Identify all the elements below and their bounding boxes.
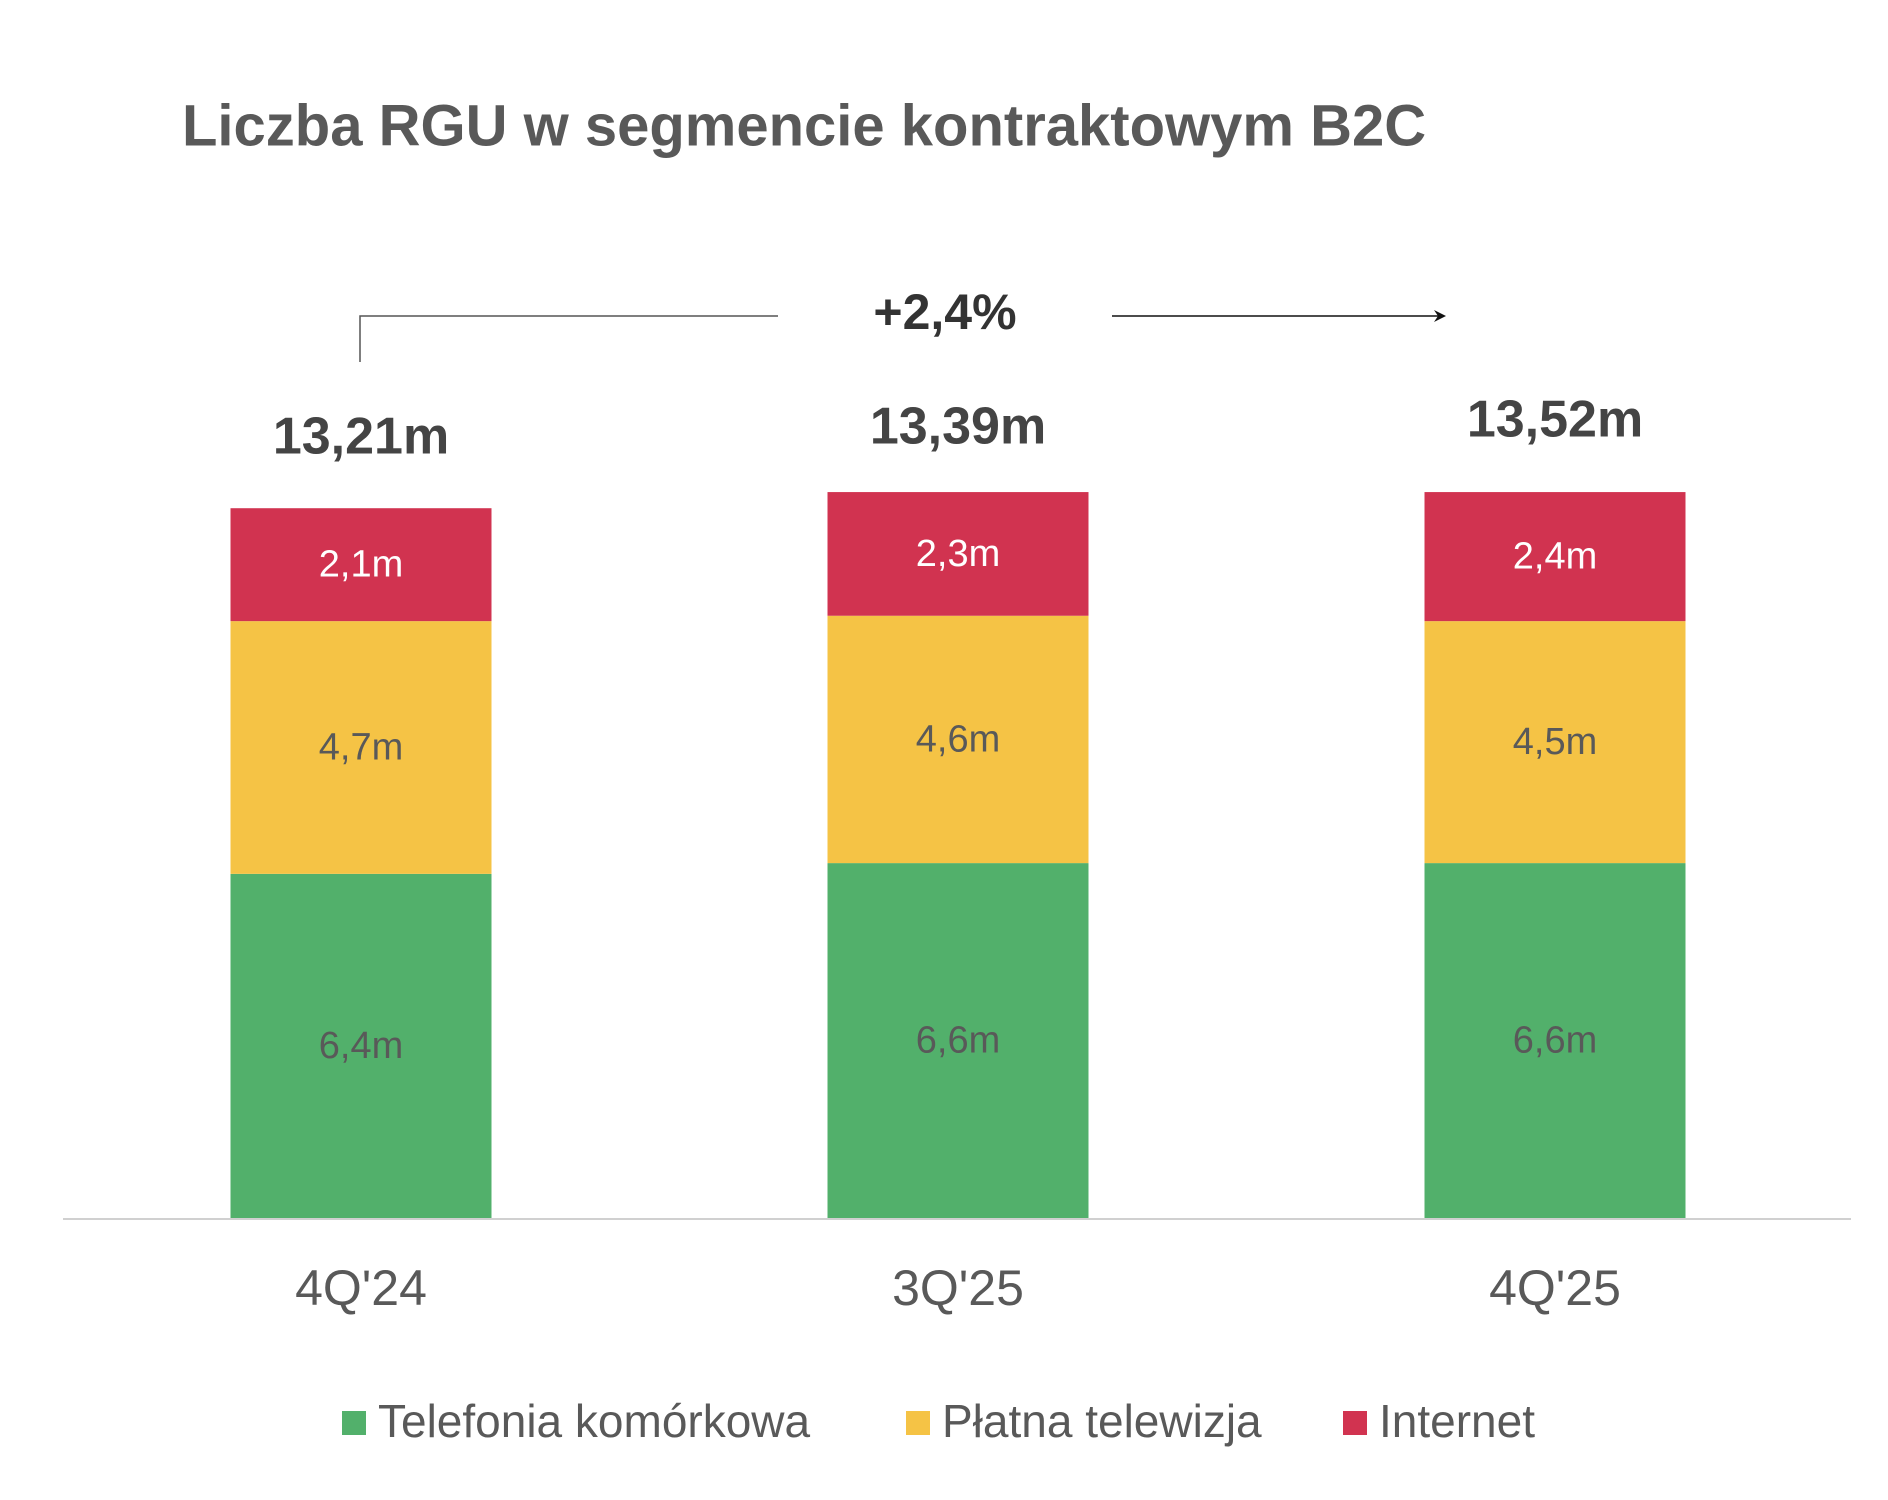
bar-segment	[1424, 621, 1686, 864]
value-label: 4,7m	[319, 727, 403, 769]
bar-segment	[1424, 492, 1686, 622]
value-label: 2,4m	[1513, 536, 1597, 578]
value-label: 2,3m	[916, 533, 1000, 575]
value-label: 2,1m	[319, 544, 403, 586]
legend-label: Telefonia komórkowa	[378, 1395, 811, 1447]
x-tick-label: 4Q'24	[295, 1260, 427, 1316]
bar-segment	[827, 863, 1089, 1218]
value-label: 4,6m	[916, 718, 1000, 760]
value-label: 6,4m	[319, 1025, 403, 1067]
total-label: 13,39m	[870, 398, 1046, 456]
growth-annotation: +2,4%	[873, 284, 1016, 340]
bar-segment	[230, 508, 492, 622]
chart-title: Liczba RGU w segmencie kontraktowym B2C	[182, 93, 1426, 158]
total-label: 13,52m	[1467, 391, 1643, 449]
value-label: 4,5m	[1513, 721, 1597, 763]
value-label: 6,6m	[916, 1020, 1000, 1062]
bar-segment	[827, 492, 1089, 616]
legend-label: Płatna telewizja	[942, 1395, 1262, 1447]
bar-segment	[827, 615, 1089, 864]
bar-segment	[1424, 863, 1686, 1218]
legend-swatch	[1343, 1411, 1367, 1435]
legend-swatch	[906, 1411, 930, 1435]
total-label: 13,21m	[273, 407, 449, 465]
bar-segment	[230, 621, 492, 874]
value-label: 6,6m	[1513, 1020, 1597, 1062]
growth-bracket	[359, 315, 778, 362]
legend-label: Internet	[1379, 1395, 1535, 1447]
x-tick-label: 4Q'25	[1489, 1260, 1621, 1316]
x-tick-label: 3Q'25	[892, 1260, 1024, 1316]
bar-segment	[230, 873, 492, 1218]
legend-swatch	[342, 1411, 366, 1435]
